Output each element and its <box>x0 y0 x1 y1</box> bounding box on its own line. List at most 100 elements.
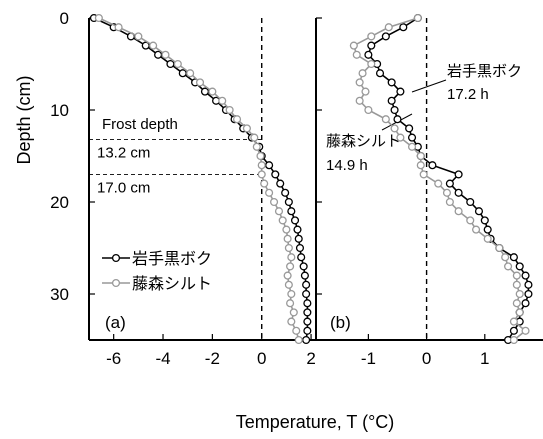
x-tick-label: -2 <box>205 349 220 368</box>
data-point <box>242 124 251 133</box>
panel-a: 0 10 20 30 -6 -4 -2 0 2 Frost depth 13.2 cm 17.0 cm… <box>50 9 316 368</box>
data-point <box>186 69 195 78</box>
data-point <box>521 271 530 280</box>
y-tick-label: 30 <box>50 285 69 304</box>
data-point <box>521 299 530 308</box>
data-point <box>284 243 293 253</box>
data-point <box>515 262 524 271</box>
data-point <box>387 96 396 105</box>
data-point <box>445 179 454 188</box>
data-point <box>390 124 399 133</box>
data-point <box>355 96 364 105</box>
data-point <box>271 170 280 179</box>
data-point <box>483 234 492 243</box>
data-point <box>509 317 518 326</box>
data-point <box>299 262 308 271</box>
data-point <box>512 271 521 280</box>
data-point <box>390 105 399 115</box>
data-point <box>466 216 475 225</box>
data-point <box>300 271 309 280</box>
data-point <box>178 69 187 78</box>
data-point <box>225 105 234 115</box>
data-point <box>419 170 428 179</box>
data-point <box>480 216 489 225</box>
data-point <box>276 179 285 188</box>
data-point <box>483 225 492 234</box>
data-point <box>509 335 518 345</box>
data-point <box>292 326 301 335</box>
data-point <box>257 170 266 179</box>
data-point <box>257 161 266 170</box>
data-point <box>504 262 513 271</box>
data-point <box>200 87 210 96</box>
data-point <box>352 50 361 59</box>
data-point <box>355 78 364 87</box>
data-point <box>396 133 405 142</box>
data-point <box>416 151 425 161</box>
data-point <box>396 87 405 96</box>
panel-label: (b) <box>330 313 351 332</box>
legend-label: 藤森シルト <box>132 275 212 293</box>
x-tick-label: 2 <box>306 349 315 368</box>
data-point <box>256 151 265 161</box>
panel-b: -1 0 1 岩手黒ボク 17.2 h 藤森シルト 14.9 h (b) <box>315 13 543 368</box>
data-point <box>294 335 303 345</box>
data-point <box>282 225 291 234</box>
data-point <box>413 13 422 23</box>
x-tick-label: 1 <box>480 349 489 368</box>
data-point <box>515 308 524 317</box>
data-point <box>512 299 521 308</box>
data-point <box>290 216 300 225</box>
data-point <box>512 280 521 289</box>
data-point <box>454 170 463 179</box>
data-point <box>358 69 367 78</box>
time-annotation: 岩手黒ボク <box>447 63 522 80</box>
data-point <box>287 253 296 262</box>
data-point <box>161 50 170 59</box>
data-point <box>303 308 312 317</box>
time-annotation: 14.9 h <box>326 157 368 174</box>
data-point <box>454 188 463 197</box>
data-point <box>387 78 396 87</box>
legend-marker <box>111 253 121 263</box>
data-point <box>501 253 510 262</box>
time-annotation: 17.2 h <box>447 86 489 103</box>
data-point <box>260 179 269 188</box>
data-point <box>294 234 303 243</box>
data-point <box>154 50 163 59</box>
data-point <box>367 32 376 41</box>
data-point <box>515 289 524 299</box>
data-point <box>367 59 376 69</box>
frost-depth-annotation: 17.0 cm <box>97 179 150 196</box>
data-point <box>442 188 452 197</box>
data-point <box>407 142 417 151</box>
data-point <box>287 317 296 326</box>
x-tick-label: 0 <box>422 349 431 368</box>
data-point <box>252 142 261 151</box>
data-point <box>250 133 259 142</box>
data-point <box>509 326 518 335</box>
data-point <box>270 197 279 207</box>
data-point <box>134 32 143 41</box>
data-point <box>284 197 293 207</box>
y-tick-label: 10 <box>50 101 69 120</box>
data-point <box>434 179 443 188</box>
data-point <box>297 253 306 262</box>
data-point <box>287 207 296 216</box>
data-point <box>454 207 463 216</box>
data-point <box>303 299 312 308</box>
x-tick-label: 0 <box>257 349 266 368</box>
data-point <box>367 41 376 50</box>
data-point <box>384 23 393 32</box>
data-point <box>303 326 312 335</box>
data-point <box>364 105 373 115</box>
x-tick-label: -4 <box>155 349 170 368</box>
data-point <box>208 87 217 96</box>
data-point <box>302 280 311 289</box>
data-point <box>524 289 533 299</box>
x-tick-label: -1 <box>361 349 376 368</box>
y-axis-title: Depth (cm) <box>14 75 34 164</box>
data-point <box>393 115 402 124</box>
